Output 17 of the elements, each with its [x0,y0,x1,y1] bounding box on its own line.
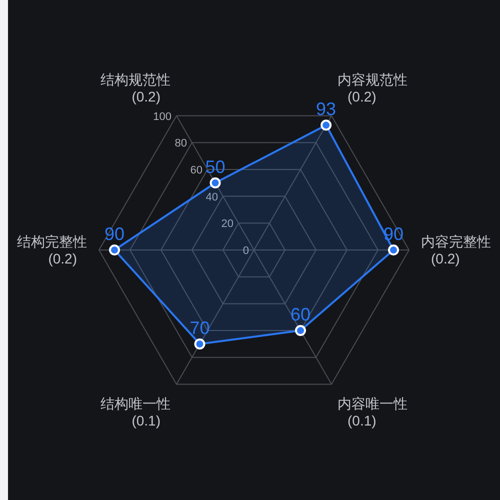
radial-tick-label: 80 [174,138,187,150]
category-label: 内容规范性 (0.2) [338,71,408,104]
data-label: 90 [104,224,125,244]
data-label: 60 [290,304,311,325]
data-label: 50 [205,156,226,177]
category-label: 结构规范性 (0.2) [100,71,170,104]
radial-tick-label: 0 [242,245,249,257]
radial-tick-label: 100 [153,110,172,123]
radial-tick-label: 20 [221,218,234,230]
radial-tick-label: 40 [206,191,218,204]
data-label: 70 [190,318,210,338]
category-label: 结构唯一性 (0.1) [100,396,170,429]
data-label: 93 [316,99,336,120]
category-label: 内容完整性 (0.2) [421,234,491,266]
category-label: 内容唯一性 (0.1) [338,396,408,429]
radial-tick-label: 60 [190,164,202,176]
category-label: 结构完整性 (0.2) [17,234,87,266]
